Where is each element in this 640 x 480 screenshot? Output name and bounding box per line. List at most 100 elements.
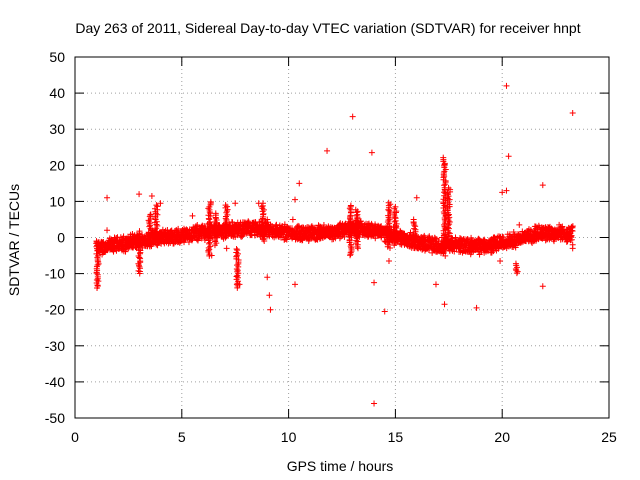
spike-point xyxy=(153,202,160,209)
spike-point xyxy=(347,202,354,209)
x-tick-label: 25 xyxy=(601,429,617,445)
spike-point xyxy=(212,210,219,217)
spike-point xyxy=(224,203,231,210)
data-point xyxy=(464,235,471,242)
spike-point xyxy=(234,262,241,269)
spike-point xyxy=(391,218,398,225)
data-point xyxy=(432,235,439,242)
outlier-point xyxy=(371,400,378,407)
outlier-point xyxy=(539,283,546,290)
outlier-point xyxy=(497,257,504,264)
data-point xyxy=(299,237,306,244)
y-tick-label: 40 xyxy=(49,85,65,101)
outlier-point xyxy=(503,82,510,89)
outlier-point xyxy=(539,182,546,189)
outlier-point xyxy=(266,292,273,299)
data-point xyxy=(531,228,538,235)
data-point xyxy=(568,236,575,243)
spike-point xyxy=(207,235,214,242)
spike-point xyxy=(222,202,229,209)
spike-point xyxy=(258,203,265,210)
x-tick-label: 0 xyxy=(71,429,79,445)
spike-point xyxy=(512,260,519,267)
outlier-point xyxy=(392,203,399,210)
y-tick-label: -40 xyxy=(45,374,65,390)
data-point xyxy=(194,222,201,229)
spike-point xyxy=(385,199,392,206)
x-tick-label: 5 xyxy=(178,429,186,445)
spike-point xyxy=(412,223,419,230)
data-point xyxy=(532,223,539,230)
outlier-point xyxy=(441,301,448,308)
y-tick-label: -10 xyxy=(45,266,65,282)
outlier-point xyxy=(473,304,480,311)
data-point xyxy=(463,238,470,245)
data-point xyxy=(198,235,205,242)
outlier-point xyxy=(516,221,523,228)
outlier-point xyxy=(232,200,239,207)
data-point xyxy=(567,233,574,240)
spike-point xyxy=(223,233,230,240)
data-point xyxy=(569,223,576,230)
outlier-point xyxy=(499,189,506,196)
outlier-point xyxy=(569,241,576,248)
spike-point xyxy=(445,184,452,191)
x-tick-label: 20 xyxy=(494,429,510,445)
outlier-point xyxy=(413,194,420,201)
spike-point xyxy=(137,265,144,272)
spike-point xyxy=(154,222,161,229)
outlier-point xyxy=(267,306,274,313)
data-point xyxy=(320,222,327,229)
outlier-point xyxy=(296,180,303,187)
outlier-point xyxy=(324,147,331,154)
data-point xyxy=(235,229,242,236)
spike-point xyxy=(441,182,448,189)
spike-point xyxy=(94,254,101,261)
x-axis-label: GPS time / hours xyxy=(287,458,394,474)
spike-point xyxy=(392,230,399,237)
y-tick-label: 50 xyxy=(49,49,65,65)
spike-point xyxy=(410,216,417,223)
y-tick-label: -50 xyxy=(45,410,65,426)
x-tick-label: 15 xyxy=(388,429,404,445)
outlier-point xyxy=(432,281,439,288)
data-point xyxy=(308,223,315,230)
outlier-point xyxy=(136,191,143,198)
data-point xyxy=(563,238,570,245)
data-point xyxy=(295,222,302,229)
outlier-point xyxy=(368,149,375,156)
outlier-point xyxy=(505,153,512,160)
spike-point xyxy=(135,262,142,269)
data-points xyxy=(93,82,576,407)
spike-point xyxy=(386,235,393,242)
spike-point xyxy=(347,252,354,259)
spike-point xyxy=(93,277,100,284)
spike-point xyxy=(233,273,240,280)
outlier-point xyxy=(236,281,243,288)
data-point xyxy=(283,236,290,243)
outlier-point xyxy=(157,200,164,207)
spike-point xyxy=(136,254,143,261)
spike-point xyxy=(136,228,143,235)
data-point xyxy=(305,237,312,244)
outlier-point xyxy=(503,187,510,194)
spike-point xyxy=(352,206,359,213)
spike-point xyxy=(154,203,161,210)
y-tick-label: 20 xyxy=(49,157,65,173)
outlier-point xyxy=(292,281,299,288)
spike-point xyxy=(94,252,101,259)
spike-point xyxy=(147,211,154,218)
spike-point xyxy=(353,209,360,216)
spike-point xyxy=(233,245,240,252)
outlier-point xyxy=(371,279,378,286)
data-point xyxy=(122,248,129,255)
outlier-point xyxy=(104,194,111,201)
y-tick-label: 0 xyxy=(57,230,65,246)
data-point xyxy=(273,221,280,228)
spike-point xyxy=(207,198,214,205)
spike-point xyxy=(354,238,361,245)
outlier-point xyxy=(104,227,111,234)
spike-point xyxy=(387,201,394,208)
chart-title: Day 263 of 2011, Sidereal Day-to-day VTE… xyxy=(75,20,580,36)
